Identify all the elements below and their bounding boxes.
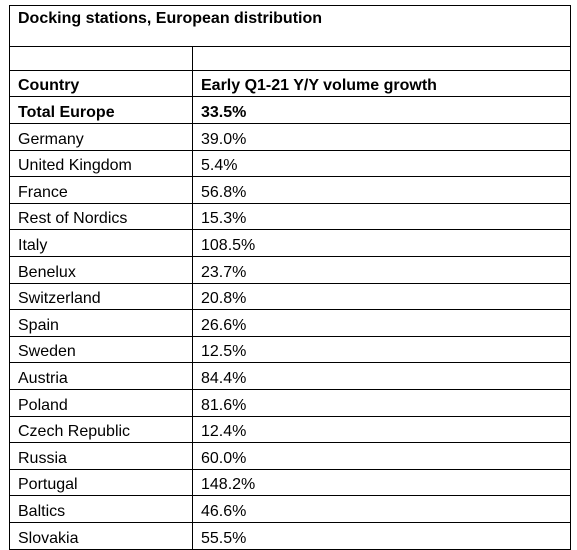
growth-value-cell: 56.8%	[191, 176, 572, 204]
table-row: Portugal 148.2%	[9, 468, 572, 497]
table-row: Poland 81.6%	[9, 388, 572, 417]
country-cell: Rest of Nordics	[9, 202, 193, 231]
growth-value-cell: 55.5%	[191, 521, 572, 550]
table-row: Benelux 23.7%	[9, 255, 572, 284]
total-label: Total Europe	[9, 96, 193, 124]
growth-value-cell: 5.4%	[191, 149, 572, 178]
growth-value-cell: 60.0%	[191, 442, 572, 470]
table-body: Docking stations, European distribution …	[8, 5, 572, 550]
country-cell: Czech Republic	[9, 415, 193, 444]
growth-value-cell: 39.0%	[191, 123, 572, 151]
country-cell: Benelux	[9, 255, 193, 284]
country-cell: Poland	[9, 388, 193, 417]
total-value: 33.5%	[191, 96, 572, 124]
table-row: Spain 26.6%	[9, 309, 572, 337]
table-row: Austria 84.4%	[9, 362, 572, 390]
growth-value-cell: 12.4%	[191, 415, 572, 444]
table-row: France 56.8%	[9, 176, 572, 204]
country-cell: Spain	[9, 309, 193, 337]
growth-value-cell: 26.6%	[191, 309, 572, 337]
header-row: Country Early Q1-21 Y/Y volume growth	[9, 70, 572, 97]
table-row: United Kingdom 5.4%	[9, 149, 572, 178]
blank-row	[9, 46, 572, 71]
growth-table: Docking stations, European distribution …	[8, 5, 572, 550]
table-row: Baltics 46.6%	[9, 495, 572, 523]
table-row: Rest of Nordics 15.3%	[9, 202, 572, 231]
table-row: Switzerland 20.8%	[9, 282, 572, 311]
table-row: Sweden 12.5%	[9, 335, 572, 364]
growth-value-cell: 108.5%	[191, 229, 572, 257]
growth-value-cell: 84.4%	[191, 362, 572, 390]
country-cell: Portugal	[9, 468, 193, 497]
country-cell: Austria	[9, 362, 193, 390]
country-cell: Baltics	[9, 495, 193, 523]
blank-cell	[9, 46, 193, 71]
country-cell: Italy	[9, 229, 193, 257]
growth-value-cell: 15.3%	[191, 202, 572, 231]
country-cell: Sweden	[9, 335, 193, 364]
table-row: Germany 39.0%	[9, 123, 572, 151]
growth-value-cell: 12.5%	[191, 335, 572, 364]
growth-value-cell: 23.7%	[191, 255, 572, 284]
country-cell: Germany	[9, 123, 193, 151]
table-row: Slovakia 55.5%	[9, 521, 572, 550]
table-title: Docking stations, European distribution	[8, 5, 572, 47]
growth-value-cell: 46.6%	[191, 495, 572, 523]
title-row: Docking stations, European distribution	[8, 5, 572, 47]
country-cell: Russia	[9, 442, 193, 470]
growth-value-cell: 81.6%	[191, 388, 572, 417]
growth-column-header: Early Q1-21 Y/Y volume growth	[191, 70, 572, 97]
country-cell: United Kingdom	[9, 149, 193, 178]
country-cell: Switzerland	[9, 282, 193, 311]
table-row: Russia 60.0%	[9, 442, 572, 470]
country-cell: France	[9, 176, 193, 204]
blank-cell	[191, 46, 572, 71]
table-row: Italy 108.5%	[9, 229, 572, 257]
growth-value-cell: 148.2%	[191, 468, 572, 497]
growth-value-cell: 20.8%	[191, 282, 572, 311]
total-row: Total Europe 33.5%	[9, 96, 572, 124]
table-row: Czech Republic 12.4%	[9, 415, 572, 444]
country-column-header: Country	[9, 70, 193, 97]
country-cell: Slovakia	[9, 521, 193, 550]
